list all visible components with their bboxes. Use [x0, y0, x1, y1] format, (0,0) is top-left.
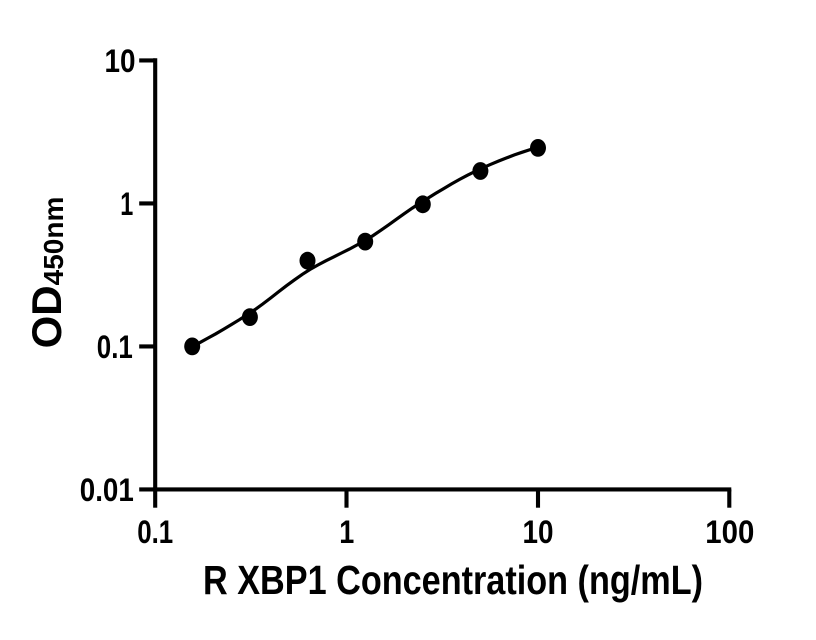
svg-text:100: 100	[705, 514, 754, 550]
svg-text:0.1: 0.1	[97, 329, 133, 365]
svg-text:R XBP1 Concentration (ng/mL): R XBP1 Concentration (ng/mL)	[203, 557, 703, 603]
svg-text:10: 10	[105, 43, 136, 79]
svg-text:1: 1	[120, 186, 133, 222]
svg-text:0.1: 0.1	[137, 514, 173, 550]
svg-text:1: 1	[339, 514, 354, 550]
svg-text:0.01: 0.01	[80, 472, 134, 508]
svg-text:10: 10	[523, 514, 554, 550]
